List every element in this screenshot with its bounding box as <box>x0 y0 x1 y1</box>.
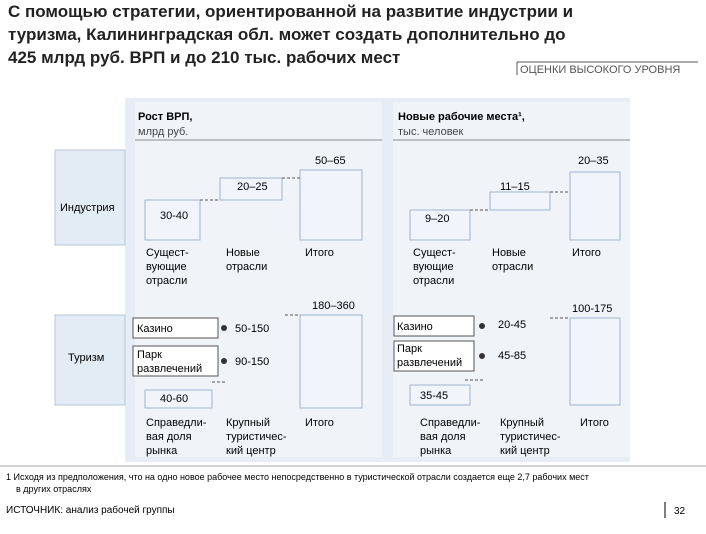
panel-unit: млрд руб. <box>138 126 188 138</box>
title-line: туризма, Калининградская обл. может созд… <box>8 25 566 44</box>
column-label: кий центр <box>500 445 550 457</box>
column-label: отрасли <box>226 261 267 273</box>
column-label: вующие <box>413 261 454 273</box>
row-box <box>54 149 126 246</box>
bullet <box>479 353 485 359</box>
footnote: 1 Исходя из предположения, что на одно н… <box>6 472 589 482</box>
column-label: Сущест- <box>146 247 189 259</box>
panel-title: Рост ВРП, <box>138 111 192 123</box>
title-line: 425 млрд руб. ВРП и до 210 тыс. рабочих … <box>8 48 400 67</box>
value-label: 30-40 <box>160 210 188 222</box>
column-labels: Сущест- вующие отрасли Новые отрасли Ито… <box>146 247 601 287</box>
column-label: Итого <box>580 417 609 429</box>
column-label: Справедли- <box>146 417 207 429</box>
item-label: Казино <box>137 323 173 335</box>
column-label: Справедли- <box>420 417 481 429</box>
item-value: 45-85 <box>498 350 526 362</box>
value-label: 20–25 <box>237 181 268 193</box>
item-box <box>393 340 475 372</box>
item-value: 20-45 <box>498 319 526 331</box>
connector <box>470 191 570 211</box>
value-label: 11–15 <box>500 181 530 193</box>
column-label: туристичес- <box>500 431 561 443</box>
row-label: Туризм <box>68 352 104 364</box>
value-label: 100-175 <box>572 303 612 315</box>
item-value: 50-150 <box>235 323 269 335</box>
bar <box>409 209 471 241</box>
bar <box>489 191 551 211</box>
item-label: Парк <box>137 349 162 361</box>
value-label: 50–65 <box>315 155 346 167</box>
title-line: С помощью стратегии, ориентированной на … <box>8 2 573 21</box>
item-box <box>132 345 219 377</box>
bar <box>144 389 213 409</box>
source: ИСТОЧНИК: анализ рабочей группы <box>6 504 175 516</box>
column-label: вующие <box>146 261 187 273</box>
column-label: отрасли <box>146 275 187 287</box>
column-label: вая доля <box>146 431 192 443</box>
column-label: Новые <box>492 247 526 259</box>
item-box <box>132 317 219 339</box>
column-label: отрасли <box>413 275 454 287</box>
bar <box>299 169 363 241</box>
column-label: Сущест- <box>413 247 456 259</box>
item-label: Казино <box>397 321 433 333</box>
row-box <box>54 314 126 406</box>
column-labels: Справедли- вая доля рынка Крупный турист… <box>146 417 609 457</box>
value-label: 40-60 <box>160 393 188 405</box>
panel-unit: тыс. человек <box>398 126 464 138</box>
bar <box>144 199 201 241</box>
panel-title: Новые рабочие места¹, <box>398 111 525 123</box>
bullet <box>221 325 227 331</box>
stamp: ОЦЕНКИ ВЫСОКОГО УРОВНЯ <box>520 64 680 76</box>
column-label: туристичес- <box>226 431 287 443</box>
column-label: рынка <box>420 445 452 457</box>
connector <box>465 317 570 381</box>
row-label: Индустрия <box>60 202 115 214</box>
item-label: развлечений <box>397 357 462 369</box>
item-box <box>393 315 475 337</box>
item-label: развлечений <box>137 363 202 375</box>
value-label: 20–35 <box>578 155 609 167</box>
bar <box>569 171 621 241</box>
bar <box>569 317 621 406</box>
bullet <box>221 358 227 364</box>
column-label: Итого <box>305 247 334 259</box>
bar <box>299 314 363 409</box>
column-label: отрасли <box>492 261 533 273</box>
connector <box>212 314 300 383</box>
footnote: в других отраслях <box>16 484 92 494</box>
bullet <box>479 323 485 329</box>
connector <box>200 177 300 201</box>
column-label: Крупный <box>500 417 544 429</box>
column-label: рынка <box>146 445 178 457</box>
column-label: кий центр <box>226 445 276 457</box>
value-label: 180–360 <box>312 300 355 312</box>
value-label: 9–20 <box>425 213 449 225</box>
value-label: 35-45 <box>420 390 448 402</box>
column-label: вая доля <box>420 431 466 443</box>
bar <box>409 384 471 406</box>
column-label: Итого <box>305 417 334 429</box>
column-label: Крупный <box>226 417 270 429</box>
item-label: Парк <box>397 343 422 355</box>
column-label: Итого <box>572 247 601 259</box>
page-number: 32 <box>674 506 686 517</box>
bar <box>219 177 283 201</box>
item-value: 90-150 <box>235 356 269 368</box>
column-label: Новые <box>226 247 260 259</box>
